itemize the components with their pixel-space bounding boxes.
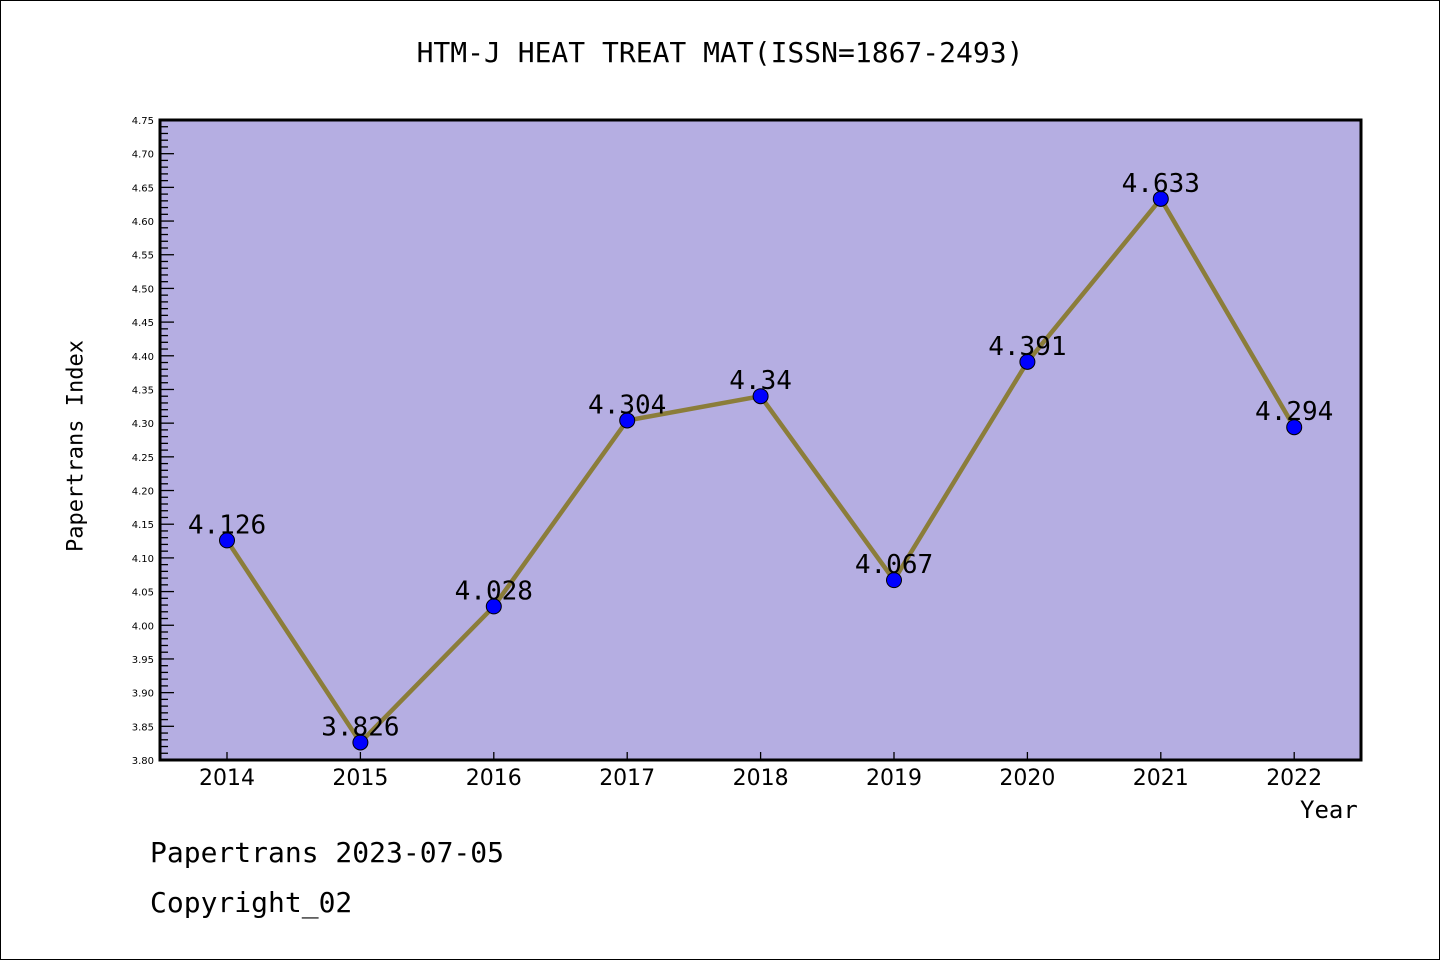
y-tick-label: 4.35 (132, 385, 154, 396)
chart-title: HTM-J HEAT TREAT MAT(ISSN=1867-2493) (416, 36, 1024, 69)
data-label: 4.294 (1255, 397, 1333, 427)
x-tick-label: 2018 (733, 766, 789, 791)
data-label: 3.826 (321, 712, 399, 742)
x-tick-label: 2020 (999, 766, 1055, 791)
y-tick-label: 4.10 (132, 554, 154, 565)
x-tick-label: 2017 (599, 766, 655, 791)
y-tick-label: 4.65 (132, 183, 154, 194)
x-tick-label: 2019 (866, 766, 922, 791)
x-tick-label: 2021 (1133, 766, 1189, 791)
data-label: 4.391 (988, 332, 1066, 362)
data-label: 4.028 (455, 576, 533, 606)
y-tick-label: 3.90 (132, 689, 154, 700)
y-tick-label: 4.15 (132, 520, 154, 531)
data-point (886, 572, 902, 589)
y-tick-label: 3.80 (132, 756, 154, 767)
y-tick-label: 4.40 (132, 352, 154, 363)
data-label: 4.633 (1122, 169, 1200, 199)
data-point (1152, 190, 1169, 207)
x-tick-label: 2022 (1266, 766, 1322, 791)
data-label: 4.126 (188, 510, 266, 540)
x-tick-label: 2014 (199, 766, 255, 791)
data-point (1019, 353, 1036, 370)
y-tick-label: 4.75 (132, 116, 154, 127)
data-label: 4.304 (588, 390, 666, 420)
y-tick-label: 3.85 (132, 722, 154, 733)
y-tick-label: 4.60 (132, 217, 154, 228)
y-tick-label: 4.45 (132, 318, 154, 329)
data-point (619, 412, 636, 429)
y-tick-label: 4.55 (132, 251, 154, 262)
data-point (1286, 419, 1303, 436)
y-tick-label: 3.95 (132, 655, 154, 666)
y-tick-label: 4.05 (132, 588, 154, 599)
data-point (485, 598, 502, 615)
footer-copyright: Copyright_02 (150, 886, 353, 919)
y-tick-label: 4.70 (132, 150, 154, 161)
data-point (752, 388, 769, 405)
y-tick-label: 4.25 (132, 453, 154, 464)
x-tick-label: 2016 (466, 766, 522, 791)
data-label: 4.34 (729, 366, 792, 396)
plot-border (158, 118, 1363, 762)
y-tick-label: 4.50 (132, 284, 154, 295)
data-point (352, 734, 369, 751)
data-label: 4.067 (855, 550, 933, 580)
y-tick-label: 4.20 (132, 487, 154, 498)
y-tick-label: 4.30 (132, 419, 154, 430)
footer-date: Papertrans 2023-07-05 (150, 836, 505, 869)
x-axis-label: Year (1300, 796, 1358, 824)
x-tick-label: 2015 (332, 766, 388, 791)
y-tick-label: 4.00 (132, 621, 154, 632)
data-point (219, 532, 235, 549)
plot-area (160, 120, 1361, 760)
